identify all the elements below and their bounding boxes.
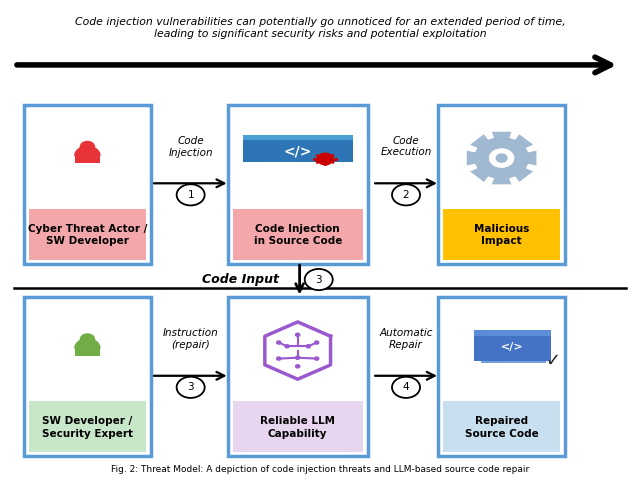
Polygon shape [467, 151, 479, 166]
Polygon shape [75, 348, 100, 356]
Circle shape [392, 184, 420, 205]
Text: Malicious
Impact: Malicious Impact [474, 224, 529, 246]
Text: 4: 4 [403, 382, 410, 393]
Circle shape [296, 356, 300, 359]
Circle shape [496, 154, 507, 162]
FancyBboxPatch shape [24, 297, 151, 456]
Circle shape [81, 141, 95, 152]
FancyBboxPatch shape [233, 401, 363, 452]
FancyBboxPatch shape [243, 135, 353, 182]
FancyBboxPatch shape [233, 209, 363, 260]
Circle shape [177, 184, 205, 205]
FancyBboxPatch shape [438, 105, 565, 264]
Text: Reliable LLM
Capability: Reliable LLM Capability [260, 416, 335, 439]
Circle shape [296, 333, 300, 336]
Circle shape [276, 357, 281, 360]
Text: Instruction
(repair): Instruction (repair) [163, 328, 218, 350]
Text: 2: 2 [403, 190, 410, 200]
Circle shape [276, 341, 281, 344]
Circle shape [81, 334, 95, 345]
Polygon shape [75, 156, 100, 164]
Text: Fig. 2: Threat Model: A depiction of code injection threats and LLM-based source: Fig. 2: Threat Model: A depiction of cod… [111, 465, 529, 474]
FancyBboxPatch shape [24, 105, 151, 264]
Polygon shape [492, 175, 511, 184]
Circle shape [317, 153, 333, 165]
Circle shape [177, 377, 205, 398]
Text: Code Input: Code Input [202, 273, 278, 286]
FancyBboxPatch shape [481, 338, 546, 363]
Circle shape [315, 341, 319, 344]
Polygon shape [75, 146, 100, 156]
FancyBboxPatch shape [228, 297, 368, 456]
FancyBboxPatch shape [474, 330, 550, 336]
Text: </>: </> [501, 342, 524, 352]
Polygon shape [470, 134, 490, 150]
Text: </>: </> [284, 144, 312, 158]
Text: Repaired
Source Code: Repaired Source Code [465, 416, 538, 439]
Text: Code injection vulnerabilities can potentially go unnoticed for an extended peri: Code injection vulnerabilities can poten… [75, 17, 565, 39]
Text: Automatic
Repair: Automatic Repair [380, 328, 433, 350]
Polygon shape [470, 166, 490, 182]
Text: 3: 3 [316, 274, 322, 285]
Text: Cyber Threat Actor /
SW Developer: Cyber Threat Actor / SW Developer [28, 224, 147, 246]
Circle shape [475, 138, 529, 178]
FancyBboxPatch shape [29, 209, 146, 260]
Circle shape [296, 365, 300, 368]
FancyBboxPatch shape [29, 401, 146, 452]
FancyBboxPatch shape [228, 105, 368, 264]
FancyBboxPatch shape [443, 401, 560, 452]
Circle shape [285, 345, 289, 348]
Circle shape [305, 269, 333, 290]
Polygon shape [492, 132, 511, 141]
Circle shape [306, 345, 310, 348]
Text: Code
Injection: Code Injection [168, 136, 213, 158]
FancyBboxPatch shape [243, 135, 353, 162]
Text: ✓: ✓ [545, 351, 561, 369]
Circle shape [315, 357, 319, 360]
FancyBboxPatch shape [474, 330, 550, 362]
Circle shape [490, 149, 514, 167]
Text: 1: 1 [188, 190, 194, 200]
Polygon shape [75, 339, 100, 348]
Text: 3: 3 [188, 382, 194, 393]
FancyBboxPatch shape [438, 297, 565, 456]
FancyBboxPatch shape [243, 135, 353, 140]
Text: Code Injection
in Source Code: Code Injection in Source Code [253, 224, 342, 246]
Text: SW Developer /
Security Expert: SW Developer / Security Expert [42, 416, 133, 439]
Polygon shape [513, 166, 533, 182]
Polygon shape [513, 134, 533, 150]
FancyBboxPatch shape [443, 209, 560, 260]
Polygon shape [524, 151, 536, 166]
Text: Code
Execution: Code Execution [380, 136, 432, 157]
Circle shape [392, 377, 420, 398]
